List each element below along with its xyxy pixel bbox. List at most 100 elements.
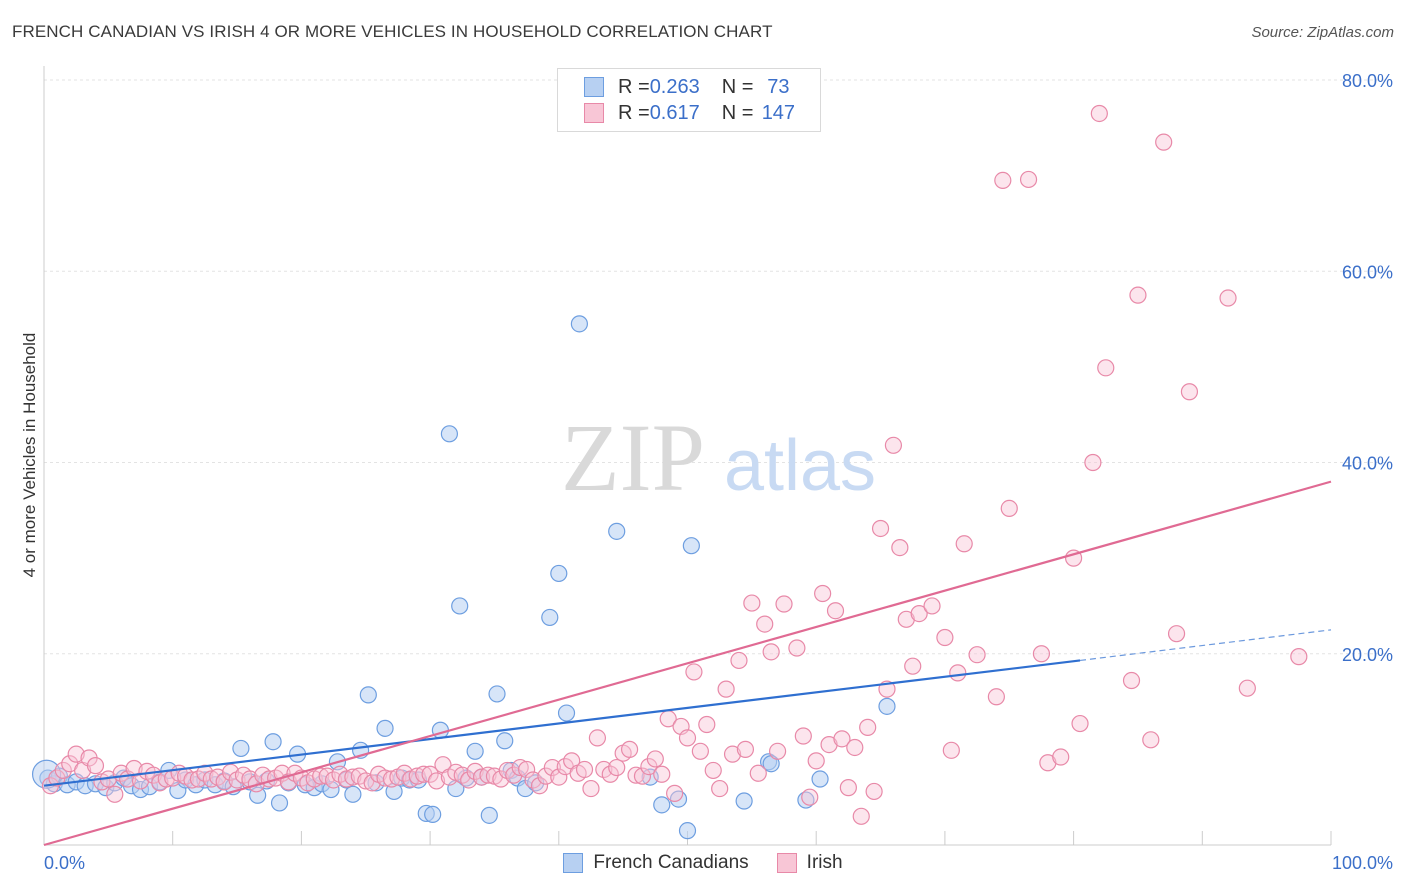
legend-r-value: 0.263	[649, 75, 700, 98]
trendline-irish	[43, 480, 1332, 847]
point-irish	[1084, 453, 1102, 472]
legend-row-irish: R = 0.617 N = 147	[558, 100, 803, 126]
point-irish	[363, 774, 381, 792]
point-irish	[987, 688, 1005, 706]
point-irish	[794, 727, 812, 745]
point-irish	[344, 768, 362, 786]
point-irish	[904, 657, 922, 675]
series-legend: French Canadians Irish	[0, 852, 1406, 874]
point-irish	[801, 788, 819, 806]
point-irish	[1000, 499, 1018, 517]
point-irish	[756, 615, 774, 633]
point-irish	[376, 769, 394, 787]
point-irish	[1290, 648, 1308, 666]
point-french-canadian	[264, 733, 282, 751]
point-french-canadian	[466, 742, 484, 760]
point-irish	[749, 764, 767, 782]
point-french-canadian-large	[31, 759, 62, 789]
point-irish	[788, 639, 806, 657]
legend-swatch-french	[584, 77, 604, 97]
point-irish	[518, 760, 536, 779]
trendlines	[43, 480, 1332, 847]
y-axis-label: 4 or more Vehicles in Household	[20, 332, 39, 578]
point-french-canadian	[359, 686, 377, 704]
point-french-canadian	[232, 739, 250, 758]
point-irish	[479, 766, 497, 784]
point-irish	[1032, 645, 1051, 663]
point-irish	[1180, 383, 1199, 401]
point-french-canadian	[440, 425, 459, 443]
point-irish	[511, 758, 529, 777]
point-irish	[492, 770, 510, 788]
point-french-canadian	[682, 537, 700, 555]
point-irish	[537, 767, 555, 785]
trendline-french-canadians-extension	[1079, 629, 1332, 662]
point-irish	[1019, 170, 1038, 189]
y-tick-label: 20.0%	[1342, 645, 1393, 665]
point-irish	[1122, 671, 1141, 690]
point-french-canadian	[570, 315, 588, 333]
point-irish	[588, 729, 607, 747]
chart-source: Source: ZipAtlas.com	[1251, 24, 1394, 41]
point-irish	[807, 752, 825, 770]
point-irish	[955, 535, 973, 553]
point-irish	[1090, 104, 1108, 123]
point-irish	[189, 770, 208, 788]
point-irish	[582, 779, 600, 798]
point-irish	[421, 765, 439, 783]
point-irish	[337, 770, 356, 788]
point-irish	[704, 761, 722, 780]
point-irish	[620, 740, 639, 758]
trendline-french-canadians	[43, 659, 1081, 787]
point-irish	[923, 597, 941, 615]
point-irish	[466, 762, 484, 780]
point-irish	[1097, 359, 1115, 377]
point-french-canadian	[496, 732, 514, 750]
point-irish	[1155, 133, 1173, 151]
point-french-canadian	[653, 796, 671, 814]
point-irish	[408, 767, 426, 785]
point-french-canadian	[541, 608, 559, 627]
point-irish	[395, 764, 413, 782]
point-irish	[324, 771, 343, 789]
watermark-atlas: atlas	[724, 426, 876, 506]
y-tick-label: 40.0%	[1342, 454, 1393, 474]
point-irish	[1142, 731, 1160, 749]
point-irish	[312, 767, 330, 785]
point-irish	[852, 807, 870, 825]
point-irish	[550, 768, 568, 786]
point-irish	[871, 519, 890, 538]
point-irish	[524, 771, 542, 789]
point-french-canadian	[480, 806, 498, 824]
point-french-canadian	[557, 704, 576, 722]
point-irish	[627, 766, 645, 784]
point-irish	[460, 771, 478, 789]
point-irish	[1071, 714, 1089, 733]
point-irish	[685, 663, 703, 681]
point-irish	[846, 738, 864, 757]
point-french-canadian	[451, 597, 469, 615]
point-irish	[202, 770, 220, 788]
legend-row-french: R = 0.263 N = 73	[558, 74, 803, 100]
point-irish	[678, 729, 697, 747]
point-irish	[608, 758, 626, 777]
point-irish	[54, 761, 72, 780]
legend-n-value: 147	[761, 101, 796, 124]
x-tick-label: 100.0%	[1332, 853, 1393, 873]
point-irish	[762, 643, 780, 661]
point-irish	[691, 742, 709, 760]
point-irish	[839, 779, 857, 797]
point-irish	[775, 595, 793, 613]
point-french-canadian	[735, 792, 753, 810]
point-irish	[736, 740, 755, 758]
point-irish	[968, 646, 986, 664]
point-irish	[942, 741, 960, 759]
series-label-irish: Irish	[806, 852, 843, 873]
point-irish	[717, 680, 735, 698]
tick-labels: 20.0% 40.0% 60.0% 80.0% 0.0% 100.0%	[44, 71, 1393, 873]
point-irish	[994, 171, 1012, 190]
points-french-canadians	[31, 315, 896, 840]
point-french-canadian	[550, 564, 568, 583]
point-irish	[723, 745, 742, 763]
